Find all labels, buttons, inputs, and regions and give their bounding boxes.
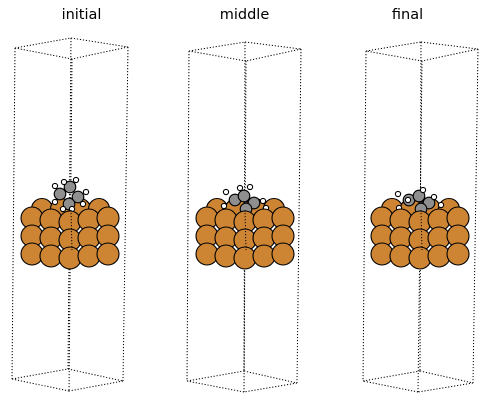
cell-edge (11, 368, 69, 380)
carbon-atom (71, 190, 85, 204)
cell-edge (419, 370, 474, 384)
cell-edge (362, 50, 367, 382)
hydrogen-atom (51, 182, 59, 190)
hydrogen-atom (51, 198, 59, 206)
panel-title: initial (61, 7, 102, 23)
cell-edge (362, 380, 419, 393)
cell-edge (362, 370, 421, 382)
carbon-atom (412, 189, 426, 203)
hydrogen-atom (59, 205, 67, 213)
cell-edge (243, 41, 246, 372)
hydrogen-atom (259, 197, 267, 205)
copper-atom (96, 242, 120, 266)
cell-edge (245, 48, 302, 62)
panel-middle: middle (163, 0, 326, 409)
cell-edge (243, 370, 298, 384)
cell-edge (365, 50, 423, 62)
cell-edge (14, 47, 73, 60)
hydrogen-atom (60, 178, 68, 186)
cell-edge (420, 41, 479, 50)
hydrogen-atom (404, 196, 412, 204)
structure-view-initial (11, 37, 129, 392)
cell-edge (67, 368, 124, 382)
cell-edge (68, 380, 124, 392)
hydrogen-atom (222, 188, 230, 196)
cell-edge (122, 46, 129, 382)
cell-edge (11, 47, 16, 380)
cell-edge (296, 48, 302, 384)
hydrogen-atom (236, 184, 244, 192)
hydrogen-atom (394, 190, 402, 198)
cell-edge (419, 41, 422, 372)
cell-edge (243, 382, 298, 393)
cell-edge (244, 209, 247, 251)
cell-edge (244, 41, 302, 50)
panel-title: middle (219, 7, 270, 23)
carbon-atom (63, 180, 77, 194)
cell-edge (420, 209, 423, 251)
panel-title: final (391, 7, 424, 23)
copper-atom (446, 242, 470, 266)
cell-edge (14, 37, 72, 49)
cell-edge (188, 50, 247, 62)
structure-view-final (362, 41, 479, 393)
hydrogen-atom (430, 193, 438, 201)
panel-final: final (326, 0, 489, 409)
cell-edge (188, 41, 246, 52)
hydrogen-atom (82, 188, 90, 196)
cell-edge (365, 41, 422, 52)
cell-edge (472, 48, 479, 384)
cell-edge (11, 378, 70, 392)
cell-edge (186, 50, 190, 382)
cell-edge (186, 380, 245, 393)
hydrogen-atom (79, 200, 87, 208)
panel-initial: initial (0, 0, 163, 409)
cell-edge (417, 382, 474, 393)
hydrogen-atom (419, 186, 427, 194)
copper-atom (271, 242, 295, 266)
carbon-atom (237, 189, 251, 203)
hydrogen-atom (246, 183, 254, 191)
cell-edge (421, 48, 479, 62)
structure-view-middle (186, 41, 302, 393)
hydrogen-atom (437, 201, 445, 209)
hydrogen-atom (72, 176, 80, 184)
cell-edge (70, 37, 129, 48)
cell-edge (70, 209, 73, 251)
carbon-atom (53, 187, 67, 201)
cell-edge (71, 46, 129, 60)
cell-edge (186, 370, 245, 382)
hydrogen-atom (220, 202, 228, 210)
